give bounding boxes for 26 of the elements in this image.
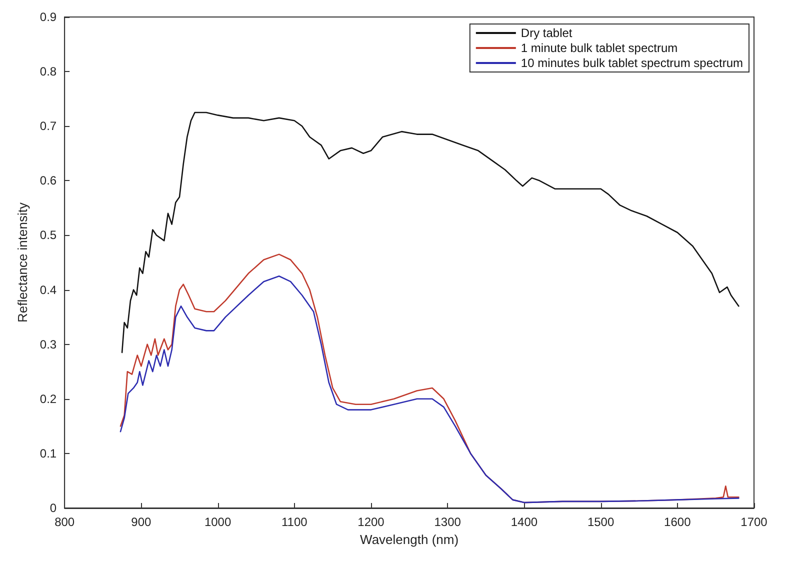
legend-label: Dry tablet [520, 26, 573, 40]
x-tick-label: 1700 [740, 515, 768, 529]
y-tick-label: 0.5 [40, 228, 57, 242]
x-tick-label: 1100 [281, 515, 308, 529]
y-tick-label: 0.2 [40, 392, 57, 406]
x-axis-title: Wavelength (nm) [360, 532, 459, 547]
y-tick-label: 0.7 [40, 119, 57, 134]
y-tick-label: 0.1 [40, 446, 57, 460]
y-tick-label: 0.3 [40, 337, 57, 352]
y-axis-title: Reflectance intensity [15, 202, 30, 322]
legend-label: 1 minute bulk tablet spectrum [520, 41, 678, 55]
y-tick-label: 0.4 [40, 282, 57, 297]
x-tick-label: 800 [54, 515, 75, 529]
x-tick-label: 1300 [434, 515, 462, 529]
y-tick-label: 0.9 [40, 10, 57, 24]
x-tick-label: 1500 [587, 515, 614, 529]
y-tick-label: 0 [50, 501, 57, 515]
x-tick-label: 1200 [358, 515, 385, 529]
x-tick-label: 900 [131, 515, 152, 529]
x-tick-label: 1000 [204, 515, 232, 529]
x-tick-label: 1600 [664, 515, 692, 529]
line-series [121, 112, 740, 354]
x-tick-label: 1400 [510, 515, 538, 529]
legend-label: 10 minutes bulk tablet spectrum spectrum [520, 56, 744, 70]
y-tick-label: 0.8 [40, 64, 57, 79]
y-tick-label: 0.6 [40, 174, 57, 188]
